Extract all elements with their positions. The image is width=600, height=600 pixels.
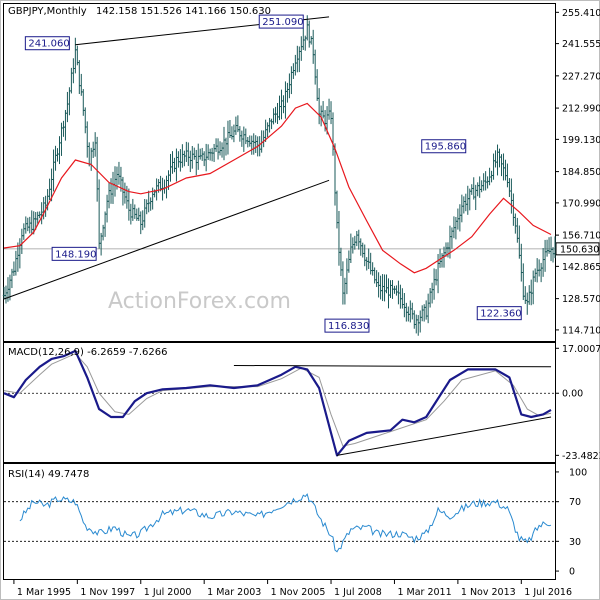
- annotation-label: 122.360: [480, 309, 521, 320]
- time-tick-label: 1 Nov 2013: [461, 587, 516, 598]
- price-candles: [2, 15, 557, 336]
- price-y-tick-label: 255.410: [562, 8, 600, 19]
- price-annotations: 241.060 251.090 148.190 116.830 195.860 122.3…: [24, 14, 522, 333]
- time-tick-label: 1 Jul 2016: [524, 587, 572, 598]
- price-y-tick-label: 128.570: [562, 294, 600, 305]
- price-y-tick-label: 184.850: [562, 167, 600, 178]
- price-y-tick-label: 199.130: [562, 135, 600, 146]
- instrument-header: GBPJPY,Monthly: [8, 6, 87, 17]
- time-tick-label: 1 Jul 2008: [334, 587, 382, 598]
- macd-y-tick-label: 0.00: [562, 389, 583, 400]
- price-annotation: 241.060: [24, 36, 70, 51]
- price-moving-average: [3, 102, 552, 274]
- last-price-label: 150.630: [560, 244, 599, 255]
- rsi-line-path: [19, 493, 552, 553]
- rsi-y-tick-label: 0: [569, 567, 575, 578]
- last-price-box: [555, 242, 600, 256]
- macd-trendline: [233, 364, 552, 368]
- price-y-tick-label: 170.990: [562, 198, 600, 209]
- price-y-tick-label: 241.555: [562, 39, 600, 50]
- price-annotation: 122.360: [476, 306, 522, 321]
- rsi-label: RSI(14) 49.7478: [8, 469, 89, 480]
- macd-lines: [3, 349, 552, 457]
- price-annotation: 116.830: [324, 318, 370, 333]
- macd-y-tick-label: -23.4823: [562, 451, 600, 462]
- time-tick-label: 1 Nov 1997: [80, 587, 135, 598]
- price-y-tick-label: 114.710: [562, 325, 600, 336]
- macd-y-tick-label: 17.0007: [562, 344, 600, 355]
- time-tick-label: 1 Mar 2011: [397, 587, 451, 598]
- rsi-y-tick-label: 30: [569, 537, 581, 548]
- annotation-label: 116.830: [328, 321, 369, 332]
- price-trendline: [3, 179, 330, 300]
- rsi-y-axis: 100 70 30 0: [555, 467, 587, 578]
- annotation-label: 148.190: [55, 249, 96, 260]
- macd-signal-line: [3, 352, 552, 447]
- annotation-box: [421, 139, 467, 154]
- annotation-label: 251.090: [262, 17, 303, 28]
- time-tick-label: 1 Mar 2003: [207, 587, 261, 598]
- macd-label: MACD(12,26,9) -6.2659 -7.6266: [8, 347, 168, 358]
- time-tick-label: 1 Mar 1995: [17, 587, 71, 598]
- rsi-y-tick-label: 70: [569, 497, 581, 508]
- ohlc-header: 142.158 151.526 141.166 150.630: [96, 6, 271, 17]
- watermark: ActionForex.com: [108, 289, 291, 314]
- time-tick-label: 1 Jul 2000: [144, 587, 192, 598]
- annotation-box: [476, 306, 522, 321]
- rsi-panel-frame: [3, 463, 556, 580]
- annotation-label: 195.860: [425, 142, 466, 153]
- price-y-tick-label: 156.710: [562, 231, 600, 242]
- annotation-box: [324, 318, 370, 333]
- time-axis: 1 Mar 1995 1 Nov 1997 1 Jul 2000 1 Mar 2003…: [13, 579, 572, 598]
- annotation-box: [258, 14, 304, 29]
- price-y-tick-label: 212.990: [562, 104, 600, 115]
- price-annotation: 195.860: [421, 139, 467, 154]
- moving-average-line: [3, 102, 552, 274]
- macd-panel-frame: [3, 342, 556, 463]
- rsi-y-tick-label: 100: [569, 467, 587, 478]
- price-panel-frame: [3, 3, 556, 342]
- annotation-box: [24, 36, 70, 51]
- macd-trendline: [336, 416, 552, 456]
- macd-y-axis: 17.0007 0.00 -23.4823: [555, 344, 600, 462]
- annotation-label: 241.060: [28, 39, 69, 50]
- macd-trendlines: [233, 364, 552, 456]
- price-y-tick-label: 142.865: [562, 262, 600, 273]
- price-y-tick-label: 227.270: [562, 71, 600, 82]
- macd-line: [3, 349, 552, 457]
- annotation-box: [51, 246, 97, 261]
- time-tick-label: 1 Nov 2005: [271, 587, 326, 598]
- rsi-line: [19, 493, 552, 553]
- price-annotation: 148.190: [51, 246, 97, 261]
- price-y-axis: 255.410 241.555 227.270 212.990 199.130 184.8…: [555, 8, 600, 336]
- price-annotation: 251.090: [258, 14, 304, 29]
